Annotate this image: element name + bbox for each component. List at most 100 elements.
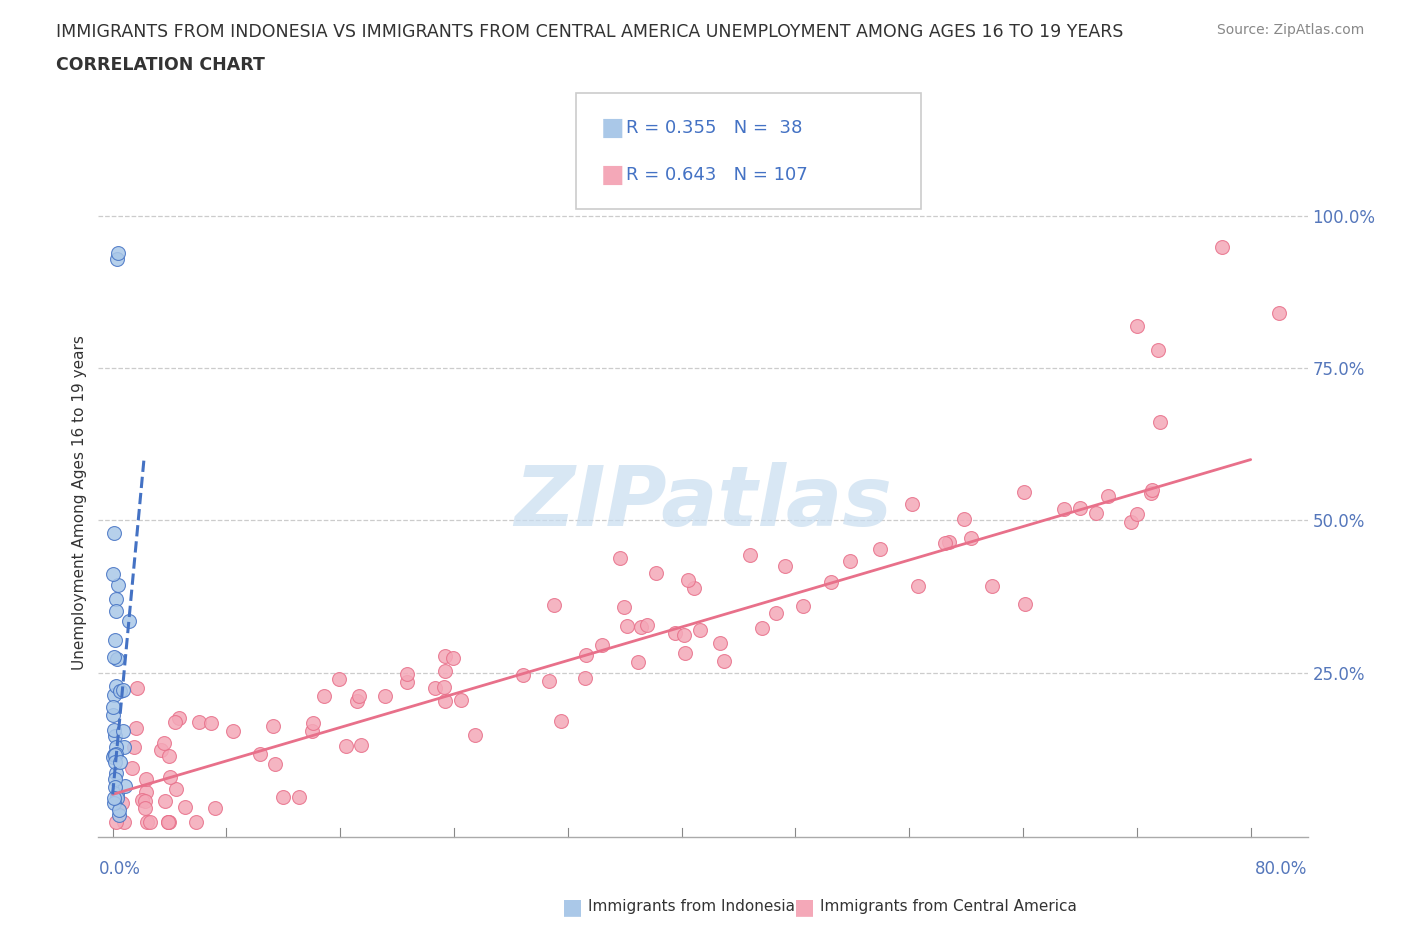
Point [184,815,207,830]
Point [156,815,179,830]
Point [374,688,396,703]
Point [773,559,796,574]
Point [103,723,125,737]
Point [156,815,179,830]
Point [163,714,186,729]
Point [107,652,129,667]
Text: Immigrants from Indonesia: Immigrants from Indonesia [588,899,794,914]
Point [288,790,311,804]
Point [149,743,172,758]
Point [125,681,148,696]
Point [103,748,125,763]
Point [1268,306,1291,321]
Point [135,784,157,799]
Point [112,739,135,754]
Point [820,575,842,590]
Point [938,535,960,550]
Point [543,598,565,613]
Point [118,613,141,628]
Point [869,542,891,557]
Point [111,683,134,698]
Point [271,790,294,804]
Point [423,681,446,696]
Point [222,724,245,738]
Point [328,672,350,687]
Point [1012,485,1035,499]
Point [157,749,180,764]
Point [101,708,124,723]
Point [672,628,695,643]
Point [644,565,666,580]
Point [1126,318,1149,333]
Point [960,530,983,545]
Point [134,793,156,808]
Point [302,715,325,730]
Point [537,673,560,688]
Point [157,815,180,830]
Text: ■: ■ [562,897,583,917]
Point [512,668,534,683]
Point [105,739,128,754]
Text: IMMIGRANTS FROM INDONESIA VS IMMIGRANTS FROM CENTRAL AMERICA UNEMPLOYMENT AMONG : IMMIGRANTS FROM INDONESIA VS IMMIGRANTS … [56,23,1123,41]
Point [131,792,153,807]
Point [616,619,638,634]
Point [1140,485,1163,500]
Point [249,746,271,761]
Point [314,689,336,704]
Point [450,693,472,708]
Point [434,649,457,664]
Point [111,796,134,811]
Point [105,787,128,802]
Point [980,578,1002,593]
Point [1126,507,1149,522]
Point [1097,488,1119,503]
Point [104,591,127,606]
Point [152,736,174,751]
Point [105,790,128,805]
Point [434,694,457,709]
Point [139,815,162,830]
Point [609,551,631,565]
Point [740,547,762,562]
Point [751,620,773,635]
Point [433,680,456,695]
Point [114,778,136,793]
Point [125,721,148,736]
Point [104,748,127,763]
Point [104,679,127,694]
Point [264,756,287,771]
Point [1211,239,1233,254]
Point [1149,414,1171,429]
Point [103,790,125,805]
Point [105,251,128,266]
Point [434,664,457,679]
Point [136,815,159,830]
Point [683,580,706,595]
Point [101,749,124,764]
Text: 0.0%: 0.0% [98,860,141,879]
Point [112,815,135,830]
Text: 80.0%: 80.0% [1256,860,1308,879]
Point [104,729,127,744]
Point [200,716,222,731]
Point [934,536,956,551]
Point [104,815,127,830]
Text: ■: ■ [600,115,624,140]
Point [159,770,181,785]
Point [1085,505,1108,520]
Point [395,674,418,689]
Point [1119,514,1142,529]
Text: R = 0.355   N =  38: R = 0.355 N = 38 [626,119,801,137]
Point [907,578,929,593]
Point [110,755,132,770]
Point [574,671,596,685]
Text: ZIPatlas: ZIPatlas [515,461,891,543]
Point [346,693,368,708]
Point [591,637,613,652]
Point [134,800,156,815]
Point [108,803,131,817]
Point [1069,501,1091,516]
Point [107,246,129,260]
Point [792,598,814,613]
Text: Source: ZipAtlas.com: Source: ZipAtlas.com [1216,23,1364,37]
